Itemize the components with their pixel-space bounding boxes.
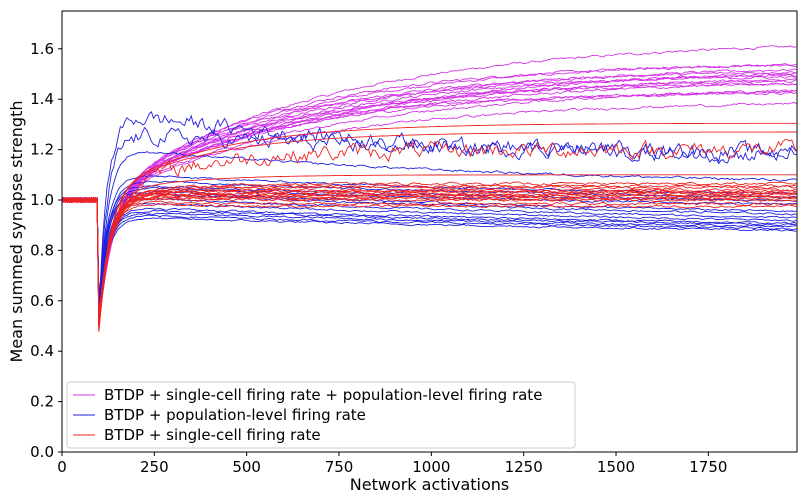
- series-line-single-cell: [61, 122, 797, 324]
- series-line-single-cell: [61, 184, 797, 325]
- x-tick-label: 1500: [597, 458, 635, 476]
- series-line-single-cell: [61, 194, 797, 332]
- legend-label-population: BTDP + population-level firing rate: [104, 406, 366, 424]
- series-line-single-cell: [61, 191, 797, 324]
- series-line-combined: [61, 82, 797, 324]
- series-line-combined: [61, 64, 797, 315]
- series-line-combined: [61, 75, 797, 313]
- x-tick-label: 1000: [412, 458, 450, 476]
- x-tick-label: 500: [232, 458, 261, 476]
- legend-label-combined: BTDP + single-cell firing rate + populat…: [104, 386, 542, 404]
- x-tick-label: 250: [140, 458, 169, 476]
- y-axis-label: Mean summed synapse strength: [7, 101, 26, 363]
- series-line-combined: [61, 91, 797, 326]
- series-line-population: [61, 111, 797, 304]
- x-axis-ticks: 0 250 500 750 1000 1250 1500 1750: [57, 452, 727, 476]
- y-tick-label: 1.6: [30, 40, 54, 58]
- series-line-single-cell: [61, 181, 797, 327]
- series-line-population: [61, 197, 797, 310]
- series-line-single-cell: [61, 139, 797, 322]
- y-tick-label: 0.8: [30, 241, 54, 259]
- series-line-combined: [61, 71, 797, 317]
- series-line-single-cell: [61, 196, 797, 319]
- y-tick-label: 0.2: [30, 393, 54, 411]
- plot-area-frame: [61, 10, 798, 453]
- series-line-combined: [61, 72, 797, 325]
- y-tick-label: 0.6: [30, 292, 54, 310]
- series-line-single-cell: [61, 190, 797, 319]
- legend: BTDP + single-cell firing rate + populat…: [66, 381, 576, 449]
- x-tick-label: 1250: [505, 458, 543, 476]
- series-line-population: [61, 151, 797, 312]
- series-line-single-cell: [61, 196, 797, 325]
- series-line-population: [61, 197, 797, 308]
- y-axis-ticks: 0.0 0.2 0.4 0.6 0.8 1.0 1.2 1.4 1.6: [30, 40, 62, 461]
- series-line-population: [61, 196, 797, 309]
- x-axis-label: Network activations: [350, 475, 509, 494]
- series-line-combined: [61, 45, 797, 317]
- legend-label-single-cell: BTDP + single-cell firing rate: [104, 426, 321, 444]
- series-line-single-cell: [61, 131, 797, 326]
- series-line-population: [61, 196, 797, 305]
- series-line-single-cell: [61, 196, 797, 332]
- series-layer: [61, 45, 797, 332]
- series-line-single-cell: [61, 174, 797, 328]
- y-tick-label: 0.0: [30, 443, 54, 461]
- y-tick-label: 1.4: [30, 90, 54, 108]
- series-line-population: [61, 192, 797, 306]
- series-line-combined: [61, 101, 797, 325]
- y-tick-label: 1.0: [30, 191, 54, 209]
- y-tick-label: 0.4: [30, 342, 54, 360]
- legend-box: [66, 381, 576, 449]
- series-line-combined: [61, 90, 797, 324]
- series-line-single-cell: [61, 196, 797, 331]
- y-tick-label: 1.2: [30, 141, 54, 159]
- x-tick-label: 0: [57, 458, 67, 476]
- series-line-population: [61, 126, 797, 312]
- series-line-single-cell: [61, 194, 797, 327]
- series-line-population: [61, 197, 797, 314]
- series-line-population: [61, 196, 797, 302]
- series-line-population: [61, 196, 797, 309]
- x-tick-label: 750: [325, 458, 354, 476]
- x-tick-label: 1750: [689, 458, 727, 476]
